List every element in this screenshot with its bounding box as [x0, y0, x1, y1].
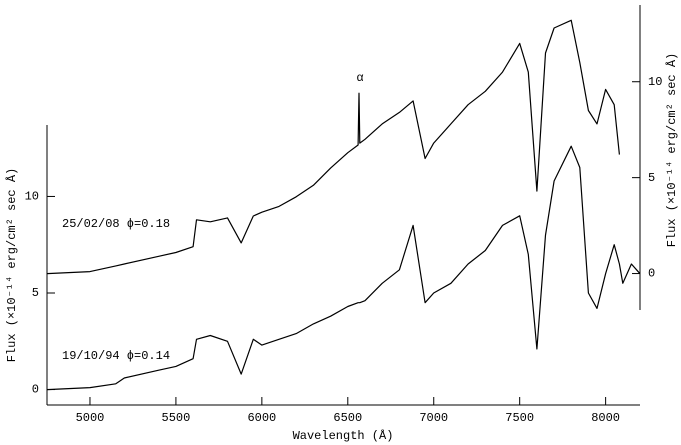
- spectrum-line: [46, 19, 620, 275]
- x-tick-label: 7500: [505, 411, 534, 425]
- y2-tick-label: 0: [648, 267, 655, 281]
- x-tick-label: 6000: [247, 411, 276, 425]
- y2-tick-label: 10: [648, 75, 662, 89]
- x-tick-label: 8000: [591, 411, 620, 425]
- annotation: 19/10/94 ϕ=0.14: [62, 349, 170, 363]
- y2-axis-label: Flux (×10⁻¹⁴ erg/cm² sec Å): [664, 53, 679, 247]
- x-tick-label: 5500: [162, 411, 191, 425]
- x-tick-label: 6500: [333, 411, 362, 425]
- annotation: 25/02/08 ϕ=0.18: [62, 217, 170, 231]
- x-axis-label: Wavelength (Å): [293, 428, 394, 443]
- x-tick-label: 7000: [419, 411, 448, 425]
- y-tick-label: 5: [32, 286, 39, 300]
- annotation: α: [356, 71, 363, 85]
- y-tick-label: 10: [25, 190, 39, 204]
- x-tick-label: 5000: [76, 411, 105, 425]
- y2-tick-label: 5: [648, 171, 655, 185]
- y-tick-label: 0: [32, 383, 39, 397]
- spectrum-line: [46, 145, 641, 391]
- y-axis-label: Flux (×10⁻¹⁴ erg/cm² sec Å): [4, 168, 19, 362]
